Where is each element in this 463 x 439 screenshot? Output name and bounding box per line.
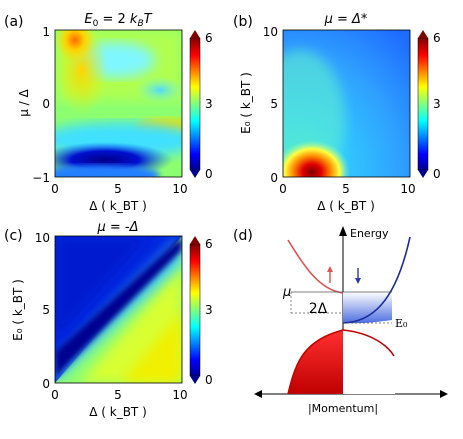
panel-d: (d) Energy |Momentum| μ 2Δ E₀ [233, 226, 448, 415]
panel-a-colorbar-bottom-arrow [190, 170, 200, 178]
panel-a-xlabel: Δ ( k_BT ) [89, 199, 147, 213]
panel-a-heatmap [55, 30, 182, 177]
panel-c-xlabel: Δ ( k_BT ) [89, 405, 147, 419]
panel-a-cbar-tick-0: 0 [205, 167, 213, 181]
panel-c: (c) μ = -Δ 10 5 0 E₀ ( k_BT ) 0 5 10 Δ (… [4, 220, 213, 419]
panel-b-ytick-5: 5 [270, 97, 278, 111]
panel-a-ytick-bot: −1 [32, 171, 50, 185]
panel-a-xtick-0: 0 [51, 182, 59, 196]
panel-b-ytick-10: 10 [263, 25, 278, 39]
panel-c-xtick-0: 0 [51, 388, 59, 402]
panel-a-cbar-tick-3: 3 [205, 97, 213, 111]
panel-a-xtick-10: 10 [172, 182, 187, 196]
panel-a: (a) E0 = 2 kBT 1 0 −1 μ / Δ 0 5 10 Δ ( k… [4, 12, 213, 213]
panel-c-colorbar-bottom-arrow [190, 376, 200, 384]
panel-c-cbar-tick-0: 0 [205, 373, 213, 387]
panel-c-xtick-5: 5 [114, 388, 122, 402]
panel-c-colorbar [189, 243, 201, 377]
e0-label: E₀ [395, 317, 408, 330]
panel-b-xtick-5: 5 [342, 182, 350, 196]
panel-b-xtick-0: 0 [279, 182, 287, 196]
momentum-axis-left-arrow [254, 390, 262, 398]
panel-a-ylabel: μ / Δ [17, 88, 31, 116]
panel-a-ytick-top: 1 [42, 25, 50, 39]
valence-band-curve-left [287, 329, 344, 395]
panel-c-cbar-tick-3: 3 [205, 303, 213, 317]
panel-c-ytick-10: 10 [35, 231, 50, 245]
panel-a-colorbar [189, 37, 201, 171]
panel-b-frame [282, 29, 411, 178]
panel-b: (b) μ = Δ* 10 5 0 E₀ ( k_BT ) 0 5 10 Δ (… [233, 12, 441, 213]
gap-label: 2Δ [309, 301, 328, 317]
panel-d-letter: (d) [233, 228, 253, 244]
panel-b-xlabel: Δ ( k_BT ) [317, 199, 375, 213]
panel-c-xtick-10: 10 [172, 388, 187, 402]
panel-c-ytick-0: 0 [42, 377, 50, 391]
panel-b-cbar-tick-0: 0 [433, 167, 441, 181]
panel-c-heatmap [55, 236, 182, 383]
momentum-axis-right-arrow [440, 390, 448, 398]
spin-down-band [342, 236, 411, 324]
panel-a-letter: (a) [4, 14, 24, 30]
panel-b-cbar-tick-6: 6 [433, 31, 441, 45]
mu-label: μ [282, 285, 291, 300]
panel-b-ylabel: E₀ ( k_BT ) [239, 72, 253, 134]
panel-c-ytick-5: 5 [42, 303, 50, 317]
panel-c-letter: (c) [4, 228, 23, 244]
valence-band-fill [288, 330, 343, 394]
panel-b-ytick-0: 0 [270, 171, 278, 185]
panel-c-ylabel: E₀ ( k_BT ) [11, 279, 25, 341]
valence-band-curve-right [342, 329, 395, 357]
panel-c-frame [54, 235, 183, 384]
panel-a-ytick-mid: 0 [42, 97, 50, 111]
panel-b-xtick-10: 10 [400, 182, 415, 196]
panel-a-colorbar-top-arrow [190, 30, 200, 38]
panel-a-xtick-5: 5 [114, 182, 122, 196]
panel-b-letter: (b) [233, 14, 253, 30]
panel-b-cbar-tick-3: 3 [433, 97, 441, 111]
spin-up-band [287, 239, 344, 294]
panel-b-title: μ = Δ* [324, 12, 368, 27]
panel-a-frame [54, 29, 183, 178]
energy-axis-arrow [339, 226, 347, 236]
panel-c-title: μ = -Δ [96, 220, 138, 235]
panel-a-cbar-tick-6: 6 [205, 31, 213, 45]
panel-b-colorbar [417, 37, 429, 171]
spin-down-fill [343, 292, 392, 324]
energy-label: Energy [350, 227, 389, 240]
panel-c-colorbar-top-arrow [190, 236, 200, 244]
panel-b-colorbar-bottom-arrow [418, 170, 428, 178]
panel-b-colorbar-top-arrow [418, 30, 428, 38]
panel-c-cbar-tick-6: 6 [205, 237, 213, 251]
panel-a-title: E0 = 2 kBT [84, 12, 152, 29]
momentum-label: |Momentum| [308, 402, 378, 415]
panel-b-heatmap [283, 30, 410, 177]
